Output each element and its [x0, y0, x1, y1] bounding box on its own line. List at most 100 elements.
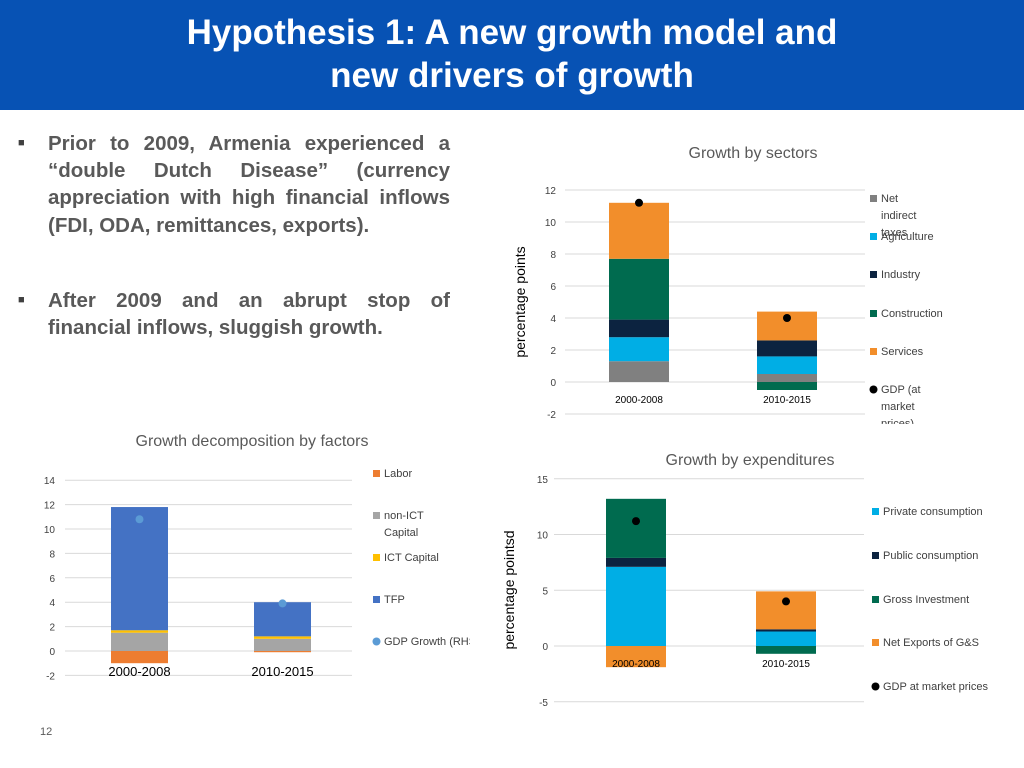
legend-label: Labor: [384, 468, 412, 480]
bar-non-ict-capital-2: [254, 638, 311, 651]
marker-gdp-1: [635, 198, 643, 207]
legend-swatch: [872, 639, 879, 646]
legend-marker: [871, 682, 880, 691]
bar-private-consumption-2: [756, 631, 816, 646]
y-tick-label: 0: [542, 642, 548, 653]
legend-marker: [869, 385, 878, 394]
y-tick-label: -5: [539, 698, 548, 709]
bullet-text-2: After 2009 and an abrupt stop of financi…: [48, 289, 450, 340]
bar-net-indirect-taxes-2: [757, 374, 817, 382]
y-tick-label: 15: [537, 475, 549, 486]
y-tick-label: 4: [550, 314, 556, 325]
legend-label: Gross Investment: [883, 594, 969, 606]
y-tick-label: 12: [44, 501, 56, 512]
x-category-label: 2010-2015: [762, 659, 810, 670]
chart-growth-decomposition-by-factors: Growth decomposition by factors -2 0 2 4 6 8 10…: [44, 433, 470, 682]
y-tick-label: 8: [550, 250, 556, 261]
legend-label: ICT Capital: [384, 552, 439, 564]
chart-title: Growth by expenditures: [666, 452, 835, 469]
bar-labor-1: [111, 651, 168, 664]
legend-label: Net Exports of G&S: [883, 637, 979, 649]
legend-swatch: [373, 596, 380, 603]
y-tick-label: 6: [550, 282, 556, 293]
bar-gross-investment-1: [606, 498, 666, 558]
bar-non-ict-capital-1: [111, 632, 168, 651]
y-tick-label: -2: [46, 671, 55, 682]
y-tick-label: 6: [49, 574, 55, 585]
y-tick-label: 12: [545, 186, 557, 197]
legend-label: Net indirect taxes: [881, 193, 916, 239]
legend-label: Services: [881, 346, 924, 358]
y-axis-label: percentage pointsd: [501, 530, 517, 649]
legend-label: Construction: [881, 308, 943, 320]
y-tick-label: 2: [49, 623, 55, 634]
y-tick-label: 4: [49, 598, 55, 609]
bar-agriculture-2: [757, 356, 817, 374]
y-tick-label: 10: [537, 531, 549, 542]
bar-tfp-2: [254, 602, 311, 637]
square-bullet-icon: ■: [18, 294, 25, 306]
legend-swatch: [870, 310, 877, 317]
bar-industry-2: [757, 340, 817, 357]
marker-gdp-2: [783, 314, 791, 322]
bar-ict-capital-2: [254, 636, 311, 639]
legend-label: Private consumption: [883, 506, 983, 518]
legend-swatch: [373, 554, 380, 561]
legend-swatch: [872, 552, 879, 559]
bullet-item-1: ■ Prior to 2009, Armenia experienced a “…: [18, 130, 450, 239]
page-number: 12: [40, 726, 53, 738]
legend-label: Agriculture: [881, 231, 934, 243]
legend-swatch: [373, 512, 380, 519]
x-category-label: 2010-2015: [763, 395, 811, 406]
bar-construction-1: [609, 258, 669, 320]
marker-gdp-2: [278, 599, 287, 608]
bar-private-consumption-1: [606, 566, 666, 646]
y-tick-label: 0: [49, 647, 55, 658]
y-tick-label: 10: [545, 218, 557, 229]
legend-swatch: [872, 596, 879, 603]
legend-label: Industry: [881, 269, 921, 281]
chart-growth-by-expenditures: Growth by expenditures percentage pointsd…: [501, 452, 988, 709]
bar-services-1: [609, 202, 669, 259]
legend-label: GDP at market prices: [883, 681, 988, 693]
title-banner: Hypothesis 1: A new growth model and new…: [0, 0, 1024, 110]
y-tick-label: 5: [542, 586, 548, 597]
marker-gdp-1: [632, 517, 640, 526]
slide-title-line-1: Hypothesis 1: A new growth model and: [186, 13, 838, 52]
bar-net-exports-of-g-s-2: [756, 591, 816, 630]
legend-label: TFP: [384, 594, 405, 606]
y-tick-label: 8: [49, 549, 55, 560]
legend-swatch: [870, 195, 877, 202]
y-tick-label: 0: [550, 378, 556, 389]
slide-title-line-2: new drivers of growth: [330, 56, 694, 95]
bar-agriculture-1: [609, 337, 669, 362]
marker-gdp-1: [135, 515, 144, 524]
y-tick-label: -2: [547, 410, 556, 421]
x-category-label: 2010-2015: [251, 664, 313, 679]
legend-label: Public consumption: [883, 550, 978, 562]
legend-label: GDP (at market prices): [881, 384, 921, 424]
legend-swatch: [870, 233, 877, 240]
legend-swatch: [870, 348, 877, 355]
y-axis-label: percentage points: [512, 246, 528, 357]
x-category-label: 2000-2008: [612, 659, 660, 670]
legend-swatch: [870, 271, 877, 278]
x-category-label: 2000-2008: [108, 664, 170, 679]
legend-swatch: [373, 470, 380, 477]
bar-net-exports-of-g-s-1: [606, 646, 666, 668]
marker-gdp-2: [782, 597, 790, 606]
bar-tfp-1: [111, 507, 168, 631]
bar-gross-investment-2: [756, 646, 816, 654]
bar-industry-1: [609, 319, 669, 338]
bar-labor-2: [254, 651, 311, 653]
chart-growth-by-sectors: Growth by sectors percentage points -2 0 2 4 6…: [512, 145, 943, 424]
bullet-text-1: Prior to 2009, Armenia experienced a “do…: [48, 132, 450, 237]
y-tick-label: 2: [550, 346, 556, 357]
x-category-label: 2000-2008: [615, 395, 663, 406]
bar-public-consumption-1: [606, 557, 666, 567]
legend-swatch: [872, 508, 879, 515]
legend-label: GDP Growth (RHS): [384, 636, 470, 648]
bar-ict-capital-1: [111, 630, 168, 633]
chart-title: Growth decomposition by factors: [136, 433, 369, 450]
y-tick-label: 10: [44, 525, 56, 536]
